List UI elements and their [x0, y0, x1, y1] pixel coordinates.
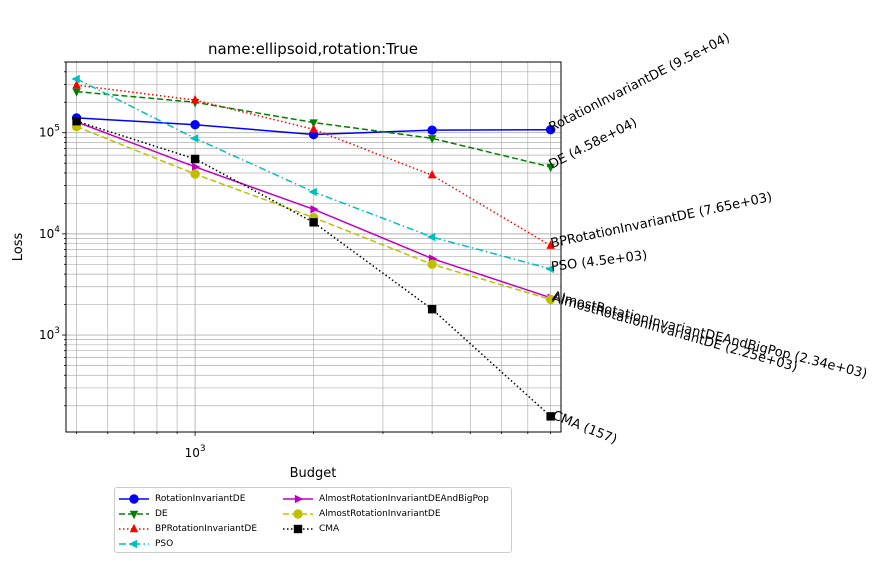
data-point — [546, 412, 555, 421]
series-end-label: RotationInvariantDE (9.5e+04) — [547, 31, 733, 136]
data-point — [427, 305, 437, 314]
legend-item: CMA — [283, 522, 339, 536]
legend-marker — [128, 539, 138, 549]
data-point — [545, 264, 554, 274]
legend-marker — [129, 510, 139, 520]
end-labels: RotationInvariantDE (9.5e+04)DE (4.58e+0… — [547, 31, 869, 448]
data-point — [427, 135, 437, 144]
legend-marker — [129, 523, 139, 533]
y-tick-label: 105 — [39, 124, 60, 140]
chart-title: name:ellipsoid,rotation:True — [208, 40, 418, 58]
data-point — [546, 163, 555, 173]
series-BPRotationInvariantDE — [72, 79, 555, 249]
legend-item: AlmostRotationInvariantDE — [283, 507, 441, 521]
data-point — [72, 79, 81, 89]
legend-item: PSO — [119, 537, 173, 551]
data-point — [71, 74, 80, 84]
legend-label: CMA — [319, 524, 340, 534]
data-point — [190, 154, 200, 164]
legend-swatch — [283, 524, 313, 534]
legend-swatch — [119, 510, 149, 520]
legend-label: DE — [155, 509, 168, 519]
legend-item: DE — [119, 507, 168, 521]
legend-label: RotationInvariantDE — [155, 494, 246, 504]
legend-marker — [293, 509, 303, 519]
series-PSO — [71, 74, 554, 274]
grid — [66, 61, 561, 432]
legend-swatch — [283, 509, 313, 519]
legend-marker — [129, 494, 139, 504]
series-CMA — [72, 116, 555, 421]
data-point — [189, 134, 199, 143]
data-point — [427, 170, 437, 179]
legend-swatch — [119, 539, 149, 549]
legend-item: AlmostRotationInvariantDEAndBigPop — [283, 492, 489, 506]
axes: 103 104 105 103 — [39, 61, 562, 460]
series-end-label: BPRotationInvariantDE (7.65e+03) — [549, 190, 773, 252]
series-layer — [71, 74, 556, 421]
y-tick-label: 104 — [39, 225, 60, 241]
data-point — [426, 232, 436, 242]
legend-label: AlmostRotationInvariantDEAndBigPop — [319, 494, 489, 504]
data-point — [545, 294, 556, 305]
y-axis-label: Loss — [11, 233, 26, 262]
data-point — [427, 125, 437, 135]
data-point — [546, 240, 555, 249]
legend-marker — [293, 524, 303, 534]
legend: RotationInvariantDE DE BPRotationInvariant… — [114, 487, 512, 553]
data-point — [545, 125, 556, 135]
legend-marker — [294, 494, 304, 504]
plot-frame — [65, 61, 562, 433]
data-point — [309, 218, 318, 227]
legend-swatch — [119, 494, 149, 504]
series-end-label: CMA (157) — [550, 408, 619, 447]
data-point — [191, 162, 201, 172]
legend-label: BPRotationInvariantDE — [155, 524, 258, 534]
data-point — [190, 94, 200, 104]
y-tick-label: 103 — [39, 326, 60, 342]
x-axis-label: Budget — [290, 466, 337, 481]
data-point — [309, 119, 318, 128]
legend-swatch — [119, 523, 149, 533]
legend-label: PSO — [155, 539, 174, 549]
data-point — [190, 119, 200, 130]
data-point — [309, 124, 318, 133]
series-DE — [72, 88, 555, 173]
data-point — [310, 205, 319, 214]
data-point — [72, 116, 81, 126]
legend-item: RotationInvariantDE — [119, 492, 245, 506]
x-tick-label: 103 — [185, 444, 206, 460]
series-end-label: PSO (4.5e+03) — [550, 248, 648, 275]
legend-swatch — [283, 494, 313, 504]
legend-label: AlmostRotationInvariantDE — [319, 509, 441, 519]
data-point — [427, 259, 437, 270]
data-point — [190, 169, 200, 179]
series-end-label: AlmostRotationInvariantDE (2.25e+03) — [551, 291, 800, 375]
data-point — [308, 187, 317, 197]
legend-item: BPRotationInvariantDE — [119, 522, 257, 536]
data-point — [72, 88, 81, 97]
